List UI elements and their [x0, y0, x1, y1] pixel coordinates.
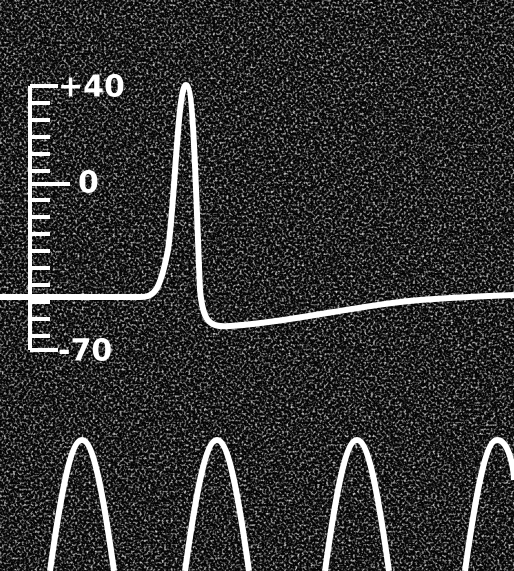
scale-label: -70: [58, 334, 112, 369]
scale-label: 0: [78, 166, 99, 201]
oscilloscope-photo: +40 0 -70: [0, 0, 514, 571]
scale-label: +40: [58, 70, 125, 105]
page: {"scale": {"labels": ["+40", "0", "-70"]…: [0, 0, 514, 571]
